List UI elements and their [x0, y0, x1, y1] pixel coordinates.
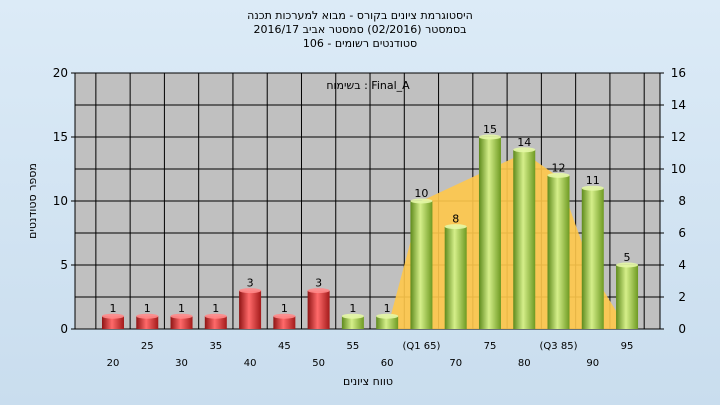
data-label: 1 — [281, 302, 288, 315]
y2-tick-label: 8 — [678, 194, 686, 208]
y-tick-label: 20 — [53, 66, 68, 80]
bar-80 — [513, 149, 536, 329]
y-tick-label: 15 — [53, 130, 68, 144]
bar-60 — [376, 316, 399, 329]
bar-75 — [478, 137, 501, 329]
bar-top — [170, 313, 193, 319]
bar-top — [513, 147, 536, 153]
data-label: 3 — [315, 277, 322, 290]
y-tick-label: 5 — [60, 258, 68, 272]
x-tick-label: 45 — [278, 341, 291, 352]
data-label: 15 — [483, 123, 497, 136]
chart-title-line-1: היסטוגרמת ציונים בקורס - מבוא למערכות תכ… — [247, 9, 473, 22]
x-axis-label: טווח ציונים — [343, 375, 393, 388]
data-label: 5 — [624, 251, 631, 264]
bar-top — [581, 185, 604, 191]
x-tick-label: 40 — [244, 358, 257, 369]
bar-90 — [581, 188, 604, 329]
y2-tick-label: 12 — [671, 130, 686, 144]
x-tick-label: 25 — [141, 341, 154, 352]
x-tick-label: 35 — [209, 341, 222, 352]
data-label: 10 — [414, 187, 428, 200]
data-label: 3 — [247, 277, 254, 290]
bar-70 — [444, 226, 467, 329]
x-tick-label: 30 — [175, 358, 188, 369]
chart-title-line-3: סטודנטים רשומים - 106 — [302, 37, 418, 50]
bar-top — [410, 198, 433, 204]
data-label: 14 — [517, 136, 531, 149]
bar-top — [547, 172, 570, 178]
bar-(Q1 65) — [410, 201, 433, 329]
x-tick-label: 95 — [621, 341, 634, 352]
x-tick-label: 90 — [586, 358, 599, 369]
bar-top — [102, 313, 124, 319]
y2-tick-label: 14 — [671, 98, 686, 112]
y2-axis-ticks: 0 2 4 6 8 10 12 14 16 — [660, 66, 686, 336]
bar-(Q3 85) — [547, 175, 570, 329]
bar-top — [376, 313, 399, 319]
bar-top — [204, 313, 227, 319]
y-axis-label: מספר סטודנטים — [26, 163, 39, 239]
bar-20 — [102, 316, 124, 329]
y2-tick-label: 10 — [671, 162, 686, 176]
y2-tick-label: 6 — [678, 226, 686, 240]
data-label: 8 — [452, 213, 459, 226]
x-tick-label: 75 — [484, 341, 497, 352]
data-label: 1 — [144, 302, 151, 315]
y2-tick-label: 0 — [678, 322, 686, 336]
bar-40 — [239, 290, 262, 329]
data-label: 1 — [212, 302, 219, 315]
data-label: 1 — [178, 302, 185, 315]
x-axis-ticks: 20 25 30 35 40 45 50 55 60 (Q1 65) 70 75 80 (Q3 85) 90… — [107, 341, 634, 369]
bar-top — [478, 134, 501, 140]
chart-annotation: בשימוח : Final_A — [326, 79, 410, 92]
bar-top — [136, 313, 159, 319]
x-tick-label: (Q3 85) — [540, 341, 578, 352]
bar-50 — [307, 290, 330, 329]
y-axis-ticks: 0 5 10 15 20 — [53, 66, 75, 336]
data-label: 1 — [349, 302, 356, 315]
bar-top — [307, 288, 330, 294]
x-tick-label: 55 — [347, 341, 360, 352]
y-tick-label: 0 — [60, 322, 68, 336]
bar-top — [273, 313, 296, 319]
bar-25 — [136, 316, 159, 329]
x-tick-label: 50 — [312, 358, 325, 369]
x-tick-label: 70 — [449, 358, 462, 369]
bar-30 — [170, 316, 193, 329]
bar-45 — [273, 316, 296, 329]
x-tick-label: 20 — [107, 358, 120, 369]
data-label: 12 — [552, 161, 566, 174]
bar-top — [444, 224, 467, 230]
bar-55 — [341, 316, 364, 329]
x-tick-label: 60 — [381, 358, 394, 369]
y2-tick-label: 2 — [678, 290, 686, 304]
bar-top — [341, 313, 364, 319]
y-tick-label: 10 — [53, 194, 68, 208]
bar-95 — [616, 265, 639, 329]
x-tick-label: 80 — [518, 358, 531, 369]
chart-title-block: היסטוגרמת ציונים בקורס - מבוא למערכות תכ… — [0, 9, 720, 51]
data-label: 1 — [110, 302, 117, 315]
y2-tick-label: 16 — [671, 66, 686, 80]
bar-top — [239, 288, 262, 294]
data-label: 11 — [586, 174, 600, 187]
bar-35 — [204, 316, 227, 329]
bar-top — [616, 262, 639, 268]
x-tick-label: (Q1 65) — [402, 341, 440, 352]
y2-tick-label: 4 — [678, 258, 686, 272]
data-label: 1 — [384, 302, 391, 315]
chart-title-line-2: בסמסטר (02/2016) סמסטר אביב 2016/17 — [253, 23, 467, 36]
